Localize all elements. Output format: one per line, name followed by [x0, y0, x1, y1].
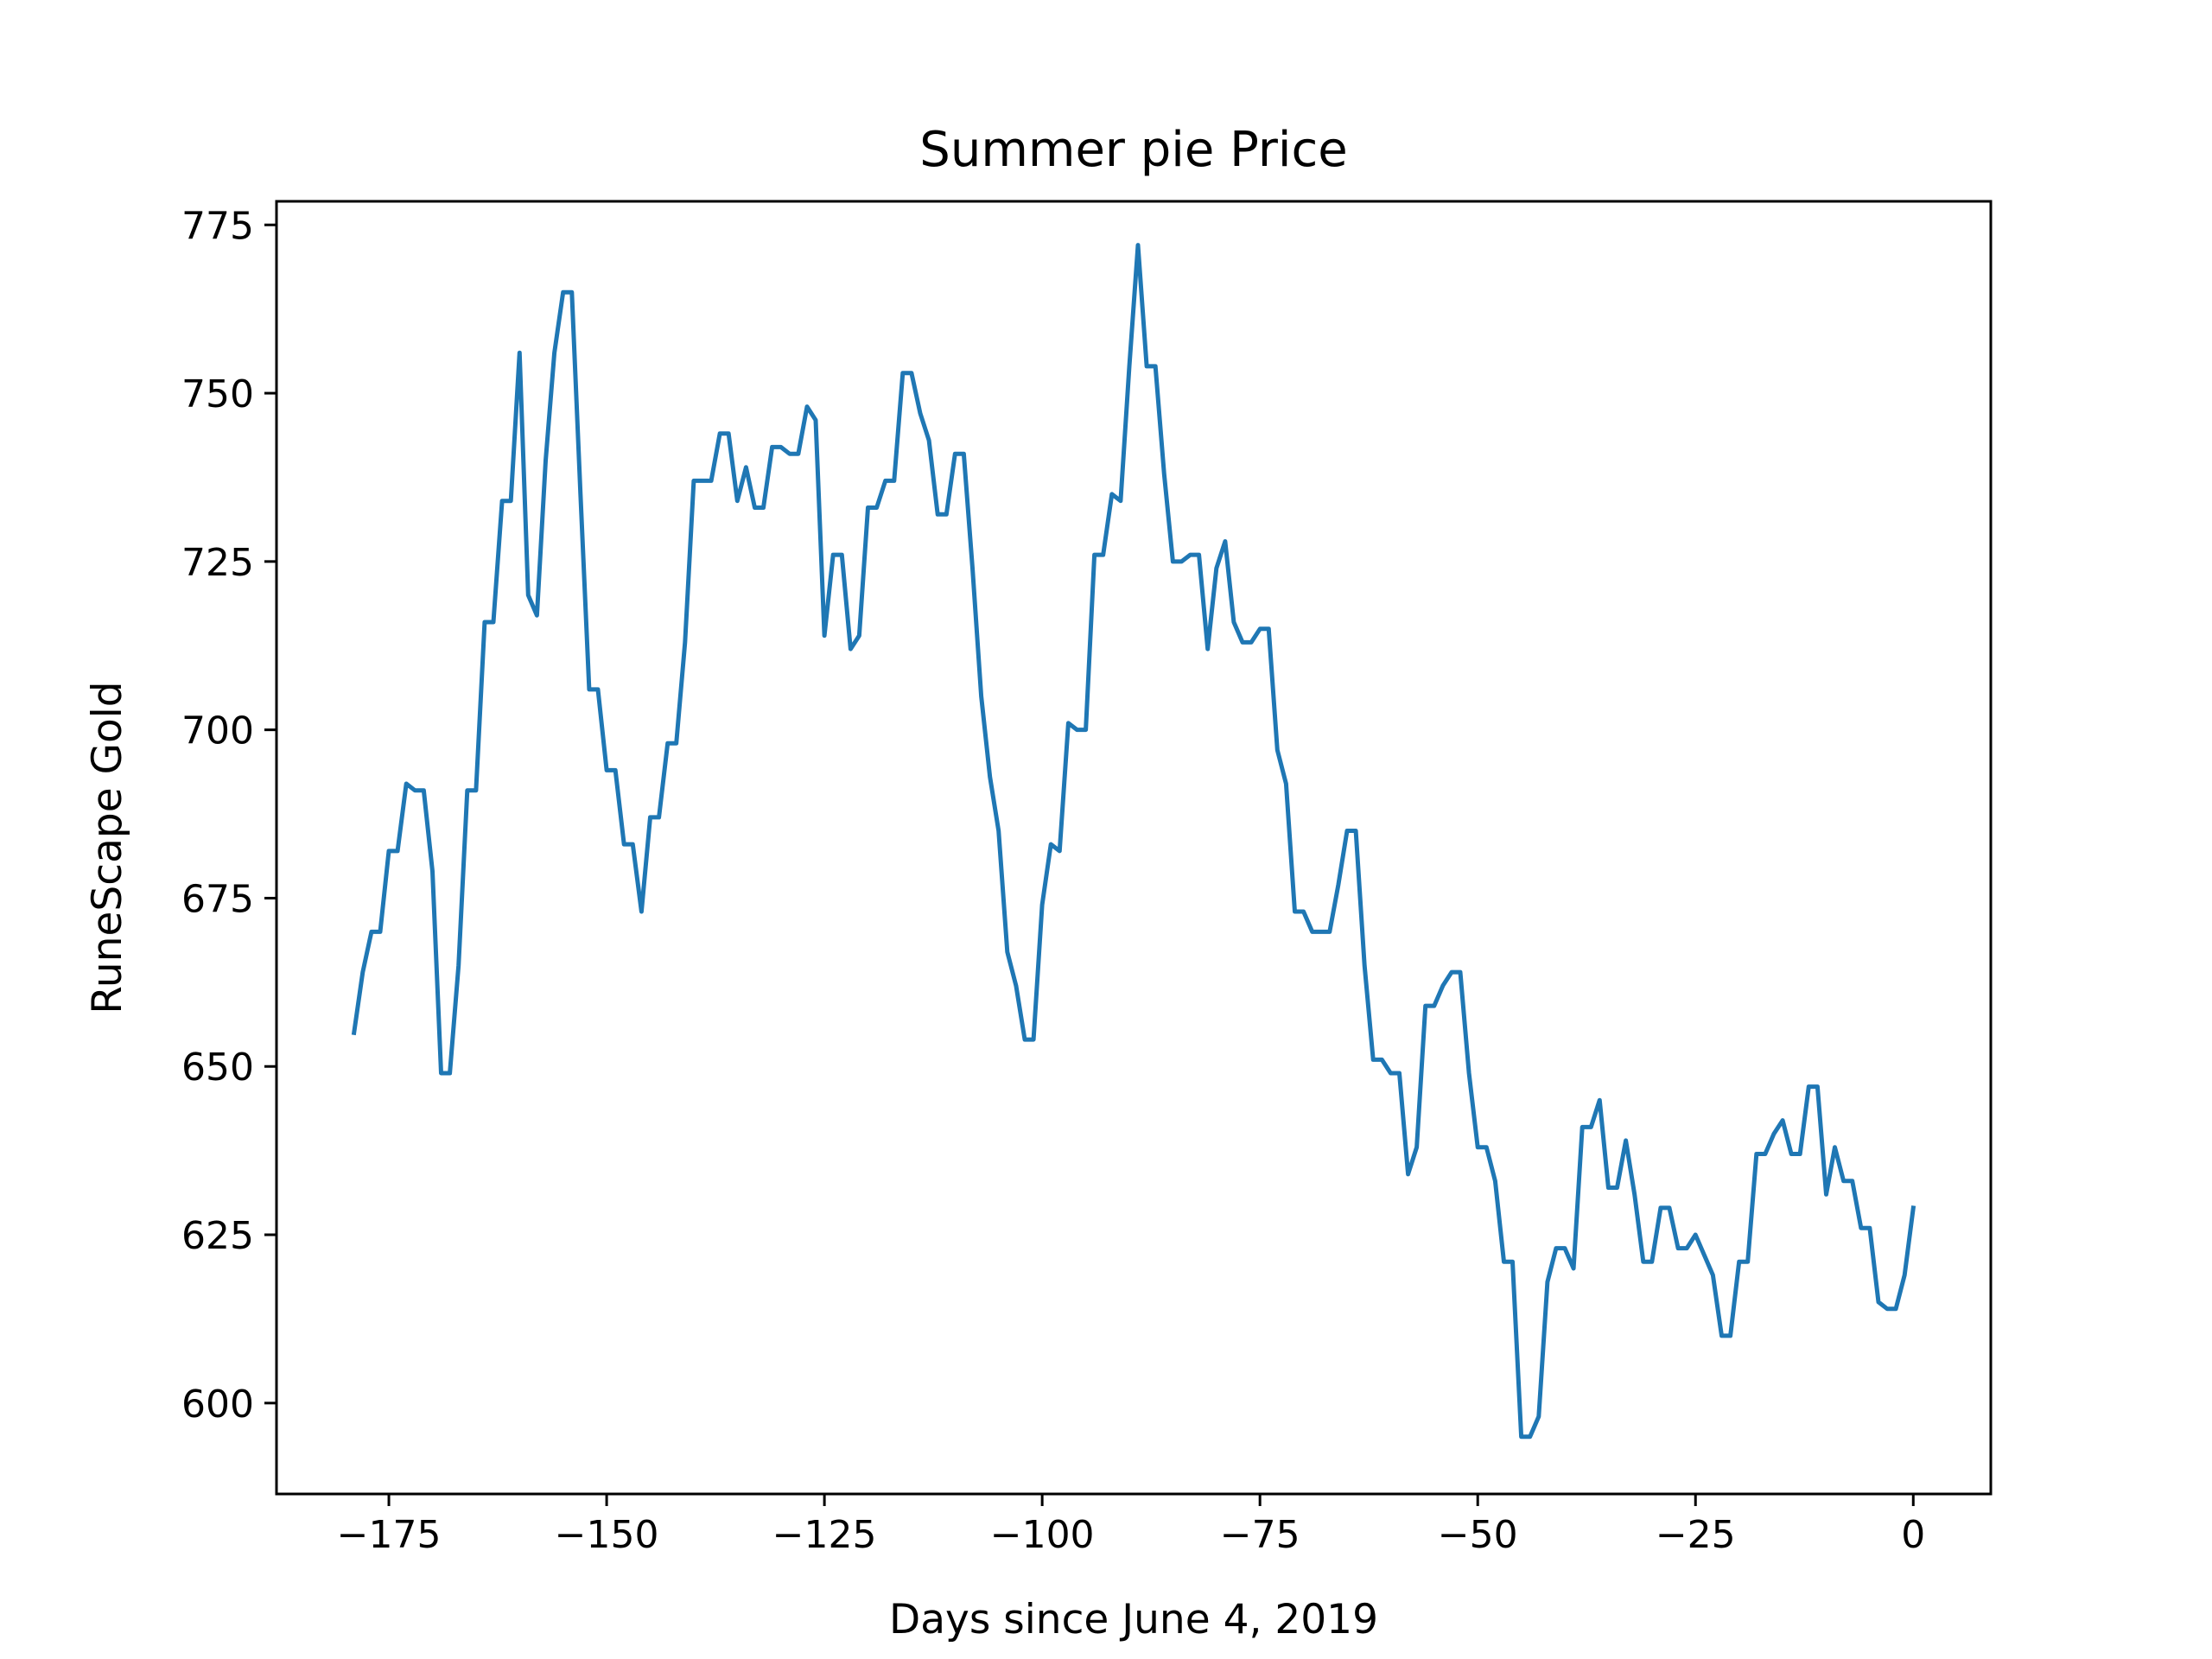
x-tick-label: −75 [1220, 1513, 1300, 1557]
x-tick-label: −50 [1438, 1513, 1518, 1557]
y-tick-label: 775 [181, 204, 254, 248]
y-tick-label: 600 [181, 1382, 254, 1427]
y-axis-label: RuneScape Gold [84, 681, 131, 1014]
x-tick-label: 0 [1901, 1513, 1925, 1557]
x-tick-label: −175 [337, 1513, 442, 1557]
plot-area [276, 201, 1991, 1494]
x-tick-label: −100 [990, 1513, 1095, 1557]
x-axis-ticks: −175 −150 −125 −100 −75 −50 −25 0 [337, 1494, 1925, 1557]
plot-frame [275, 200, 1993, 1496]
price-series-line [351, 243, 1916, 1440]
series-layer [351, 243, 1916, 1440]
y-axis-ticks: 600 625 650 675 700 725 750 775 [181, 204, 276, 1427]
chart-title: Summer pie Price [919, 122, 1347, 178]
y-tick-label: 625 [181, 1214, 254, 1258]
x-tick-label: −150 [555, 1513, 659, 1557]
x-axis-label: Days since June 4, 2019 [889, 1596, 1378, 1643]
y-tick-label: 650 [181, 1046, 254, 1090]
y-tick-label: 725 [181, 541, 254, 585]
y-tick-label: 700 [181, 709, 254, 753]
x-tick-label: −25 [1656, 1513, 1736, 1557]
x-tick-label: −125 [772, 1513, 877, 1557]
y-tick-label: 675 [181, 877, 254, 921]
y-tick-label: 750 [181, 372, 254, 416]
